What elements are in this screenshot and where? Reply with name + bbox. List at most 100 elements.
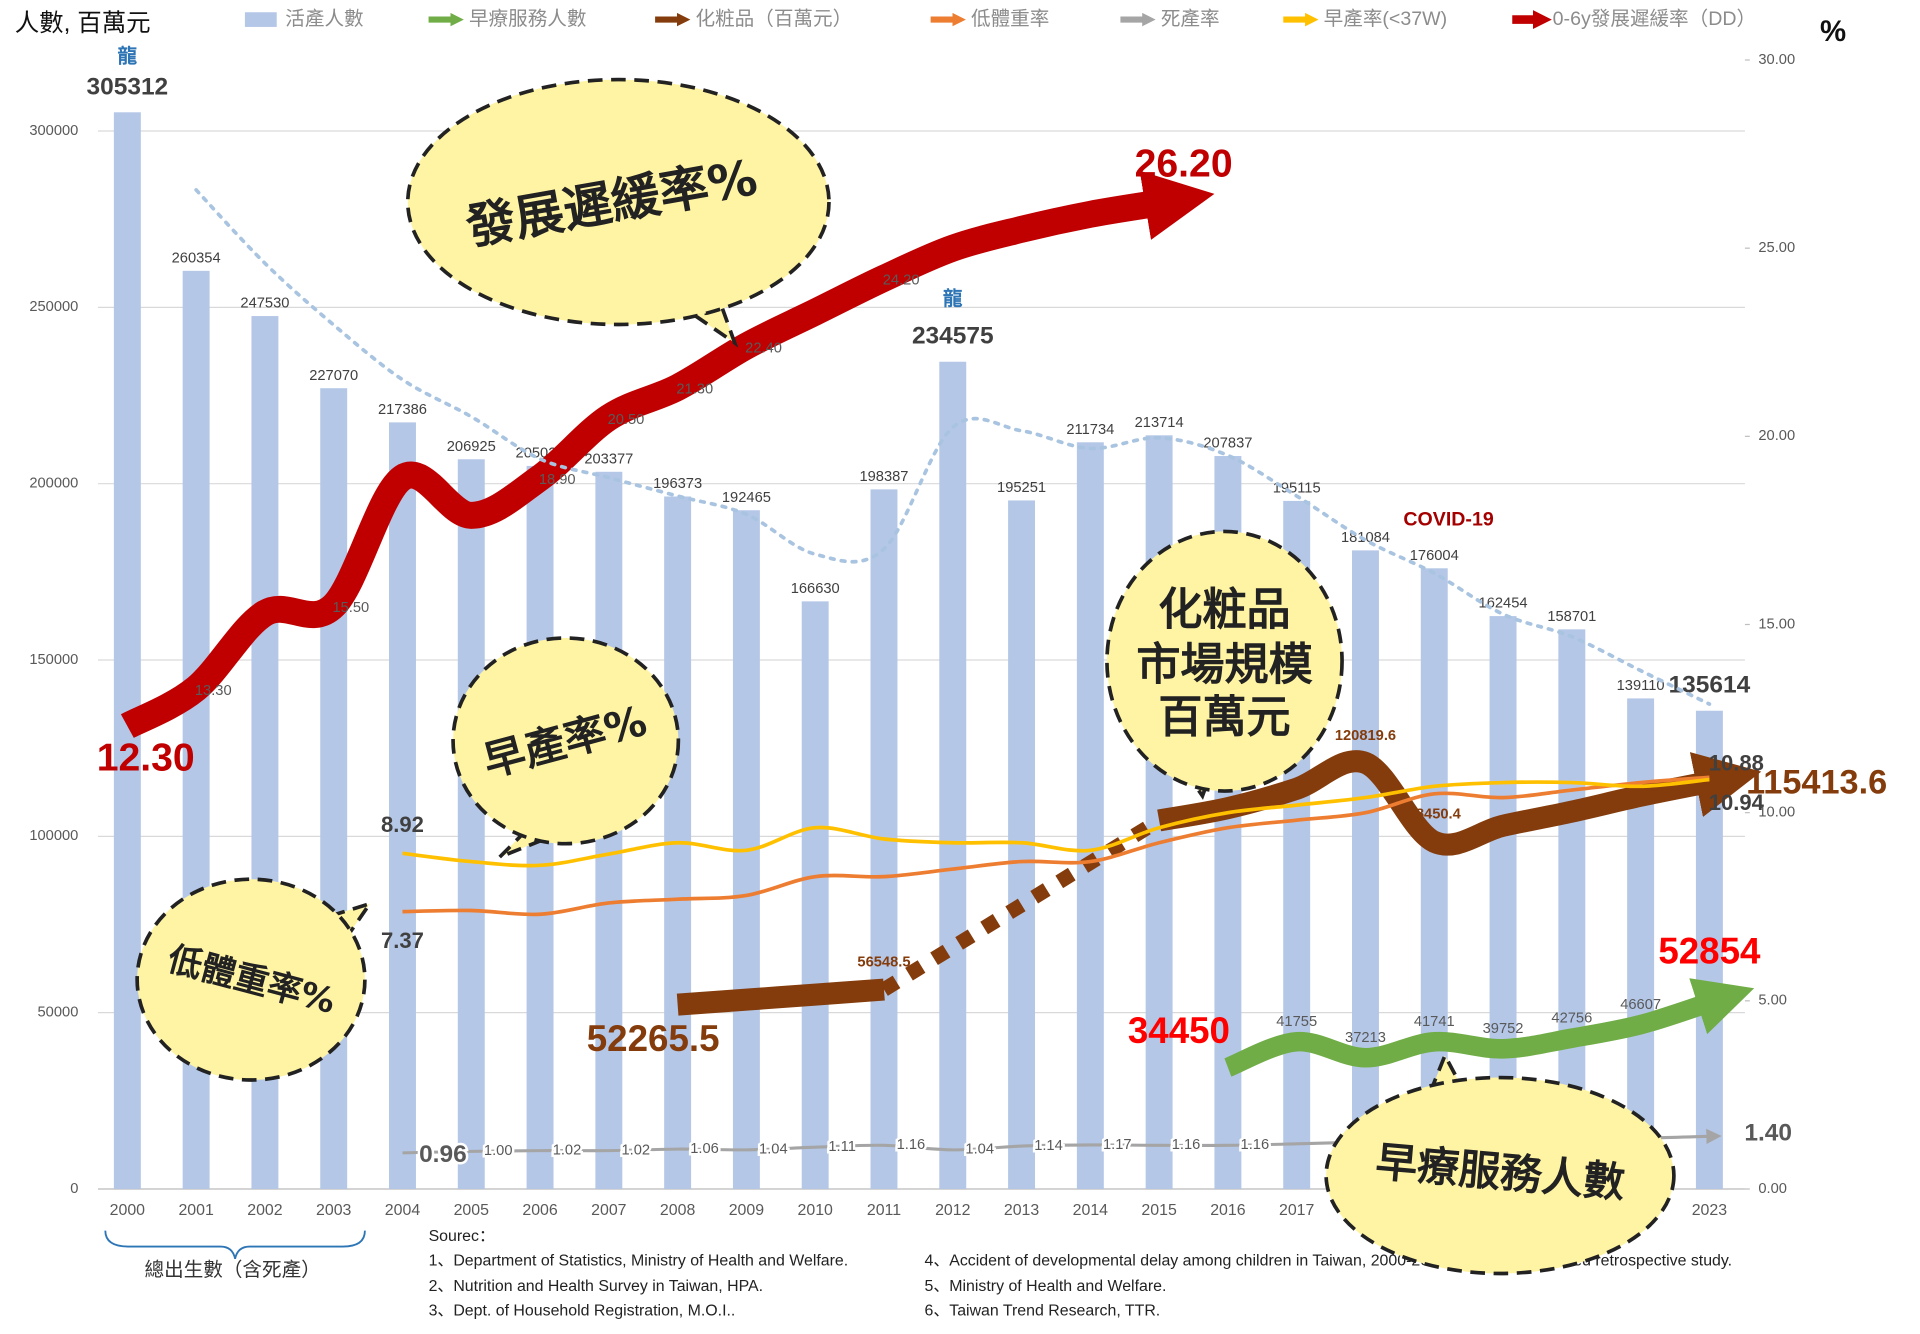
source-item: 6、Taiwan Trend Research, TTR. bbox=[924, 1303, 1160, 1320]
y2-tick-label: 15.00 bbox=[1758, 616, 1795, 632]
callout-text: 市場規模 bbox=[1136, 639, 1313, 690]
y-axis-title: 人數, 百萬元 bbox=[15, 9, 151, 37]
value-label: 34450 bbox=[1128, 1010, 1230, 1051]
bar-value-label: 211734 bbox=[1066, 422, 1114, 438]
value-label: 1.16 bbox=[897, 1137, 926, 1153]
legend-label: 活產人數 bbox=[285, 8, 363, 30]
legend-swatch bbox=[244, 12, 277, 27]
x-tick-label: 2014 bbox=[1073, 1202, 1109, 1219]
bar-value-label: 195115 bbox=[1273, 481, 1321, 497]
y2-tick-label: 20.00 bbox=[1758, 428, 1795, 444]
bar bbox=[1352, 550, 1379, 1189]
value-label: 39752 bbox=[1483, 1021, 1524, 1037]
value-label: 7.37 bbox=[381, 928, 424, 953]
value-label: 10.88 bbox=[1709, 751, 1764, 776]
bar-value-label: 207837 bbox=[1203, 436, 1252, 452]
value-label: 13.30 bbox=[195, 683, 232, 699]
bar-value-label: 166630 bbox=[791, 581, 840, 597]
value-label: 1.16 bbox=[1172, 1137, 1201, 1153]
value-label: 1.14 bbox=[1034, 1138, 1063, 1154]
y2-tick-label: 30.00 bbox=[1758, 52, 1795, 68]
value-label: 41755 bbox=[1276, 1014, 1317, 1030]
x-tick-label: 2002 bbox=[247, 1202, 283, 1219]
legend-label: 死產率 bbox=[1161, 8, 1220, 30]
bar bbox=[939, 361, 967, 1189]
bar-value-label: 195251 bbox=[997, 480, 1046, 496]
callout bbox=[451, 636, 681, 846]
bar-value-label: 247530 bbox=[240, 296, 289, 312]
value-label: 115413.6 bbox=[1746, 763, 1887, 801]
bar-value-label: 158701 bbox=[1547, 609, 1596, 625]
legend-label: 早療服務人數 bbox=[469, 8, 586, 30]
bar bbox=[320, 388, 348, 1189]
x-tick-label: 2013 bbox=[1004, 1202, 1040, 1219]
series-line bbox=[194, 188, 1712, 706]
value-label: 20.50 bbox=[608, 412, 645, 428]
value-label: 10.94 bbox=[1709, 790, 1765, 815]
bar bbox=[389, 422, 416, 1189]
value-label: 1.00 bbox=[484, 1143, 513, 1159]
bar bbox=[457, 459, 485, 1189]
source-item: 2、Nutrition and Health Survey in Taiwan,… bbox=[429, 1278, 763, 1295]
value-label: 8.92 bbox=[381, 812, 424, 837]
callout bbox=[135, 877, 367, 1082]
bar bbox=[801, 601, 829, 1189]
bar-value-label: 213714 bbox=[1135, 415, 1184, 431]
annotation: COVID-19 bbox=[1403, 509, 1493, 531]
bar-value-label: 198387 bbox=[859, 469, 908, 485]
value-label: 41741 bbox=[1414, 1014, 1455, 1030]
y-tick-label: 300000 bbox=[29, 123, 78, 139]
bar-value-label: 305312 bbox=[87, 73, 169, 100]
y-tick-label: 150000 bbox=[29, 652, 78, 668]
value-label: 12.30 bbox=[97, 737, 195, 780]
value-label: 1.11 bbox=[828, 1139, 856, 1155]
value-label: 52854 bbox=[1658, 930, 1761, 971]
value-label: 24.20 bbox=[883, 273, 920, 289]
bar-value-label: 139110 bbox=[1617, 678, 1665, 694]
legend-label: 0-6y發展遲緩率（DD） bbox=[1553, 8, 1756, 30]
x-tick-label: 2005 bbox=[454, 1202, 490, 1219]
x-tick-label: 2006 bbox=[522, 1202, 558, 1219]
y2-tick-label: 25.00 bbox=[1758, 240, 1795, 256]
x-tick-label: 2003 bbox=[316, 1202, 352, 1219]
value-label: 120819.6 bbox=[1335, 728, 1396, 744]
y2-tick-label: 10.00 bbox=[1758, 805, 1795, 821]
y-tick-label: 100000 bbox=[29, 828, 78, 844]
series-line bbox=[402, 775, 1710, 917]
legend-label: 低體重率 bbox=[971, 8, 1049, 30]
x-tick-label: 2017 bbox=[1279, 1202, 1315, 1219]
bar-value-label: 176004 bbox=[1410, 548, 1459, 564]
value-label: 1.02 bbox=[621, 1142, 650, 1158]
value-label: 1.06 bbox=[690, 1141, 719, 1157]
value-label: 42756 bbox=[1551, 1010, 1592, 1026]
x-tick-label: 2010 bbox=[798, 1202, 834, 1219]
annotation: 龍 bbox=[943, 287, 963, 310]
legend-label: 早產率(<37W) bbox=[1324, 8, 1447, 30]
value-label: 22.40 bbox=[745, 340, 782, 356]
value-label: 1.02 bbox=[553, 1142, 582, 1158]
callout bbox=[405, 77, 831, 327]
bracket bbox=[104, 1230, 366, 1259]
x-tick-label: 2016 bbox=[1210, 1202, 1246, 1219]
source-item: 5、Ministry of Health and Welfare. bbox=[924, 1278, 1166, 1295]
callout bbox=[1105, 529, 1344, 793]
x-tick-label: 2004 bbox=[385, 1202, 421, 1219]
x-tick-label: 2012 bbox=[935, 1202, 971, 1219]
x-tick-label: 2015 bbox=[1141, 1202, 1177, 1219]
y-tick-label: 50000 bbox=[38, 1005, 79, 1021]
x-tick-label: 2001 bbox=[178, 1202, 214, 1219]
annotation: 龍 bbox=[118, 45, 138, 68]
bar-value-label: 196373 bbox=[653, 476, 702, 492]
value-label: 46607 bbox=[1620, 997, 1661, 1013]
value-label: 26.20 bbox=[1135, 143, 1233, 186]
callout-text: 化粧品 bbox=[1158, 584, 1290, 635]
value-label: 21.30 bbox=[676, 382, 713, 398]
source-item: 4、Accident of developmental delay among … bbox=[924, 1252, 1732, 1269]
source-item: 1、Department of Statistics, Ministry of … bbox=[429, 1252, 849, 1269]
bar-value-label: 217386 bbox=[378, 402, 427, 418]
bar-value-label: 192465 bbox=[722, 490, 771, 506]
y2-tick-label: 5.00 bbox=[1758, 993, 1787, 1009]
value-label: 1.04 bbox=[759, 1142, 788, 1158]
y2-axis-title: % bbox=[1820, 15, 1846, 48]
